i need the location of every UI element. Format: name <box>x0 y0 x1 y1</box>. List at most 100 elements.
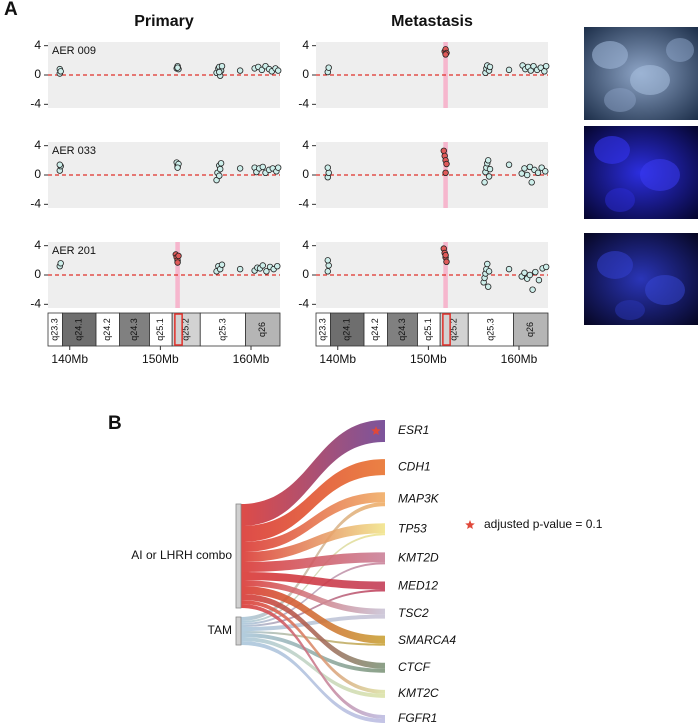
data-point <box>440 147 447 154</box>
data-point <box>274 67 282 74</box>
data-point <box>174 259 181 266</box>
data-point <box>324 164 331 171</box>
cytoband-label: q25.1 <box>423 318 433 341</box>
data-point <box>532 268 539 276</box>
cytoband <box>467 312 514 347</box>
flow <box>241 637 385 698</box>
y-tick-label: 0 <box>34 267 41 281</box>
panel-label: B <box>108 413 122 434</box>
cytoband-label: q24.3 <box>129 318 139 341</box>
data-point <box>175 252 182 260</box>
data-point <box>218 261 226 268</box>
ideogram-highlight <box>174 313 183 346</box>
data-point <box>484 260 491 268</box>
flow <box>241 589 385 627</box>
flow <box>241 552 385 572</box>
y-tick-label: 4 <box>34 238 41 252</box>
flow <box>241 586 385 644</box>
data-point <box>174 164 181 171</box>
source-node <box>235 503 242 609</box>
data-point <box>505 265 513 273</box>
flow <box>241 633 385 673</box>
target-label: FGFR1 <box>398 711 437 725</box>
data-point <box>526 271 534 279</box>
data-point <box>542 168 549 175</box>
ideogram-highlight <box>442 313 451 346</box>
x-tick-label: 140Mb <box>319 352 356 366</box>
cytoband <box>245 312 281 347</box>
cytoband-label: q23.3 <box>318 318 328 341</box>
y-tick-label: -4 <box>30 297 41 311</box>
data-point <box>236 165 244 172</box>
target-label: ESR1 <box>398 423 429 437</box>
target-label: SMARCA4 <box>398 633 456 647</box>
data-point <box>236 265 244 273</box>
y-tick-label: -4 <box>298 97 309 111</box>
data-point <box>57 260 64 267</box>
data-point <box>542 263 550 271</box>
y-tick-label: -4 <box>298 197 309 211</box>
cytoband-label: q24.1 <box>74 318 84 341</box>
data-point <box>259 163 266 171</box>
y-tick-label: 4 <box>34 138 41 152</box>
data-point <box>216 165 224 173</box>
y-tick-label: 0 <box>302 267 309 281</box>
cytoband-label: q24.1 <box>342 318 352 341</box>
micrograph <box>584 233 698 325</box>
target-label: TSC2 <box>398 606 429 620</box>
data-point <box>259 262 266 269</box>
flow <box>241 492 385 552</box>
cytoband <box>439 312 469 347</box>
y-tick-label: 4 <box>302 138 309 152</box>
legend-label: adjusted p-value = 0.1 <box>484 517 603 531</box>
flow <box>241 641 385 723</box>
data-point <box>523 171 531 179</box>
y-tick-label: 0 <box>302 167 309 181</box>
target-label: MED12 <box>398 579 438 593</box>
target-label: KMT2C <box>398 686 439 700</box>
source-node <box>235 616 242 646</box>
y-tick-label: 4 <box>302 238 309 252</box>
flow <box>241 420 385 526</box>
micrograph <box>584 126 698 219</box>
data-point <box>216 68 223 76</box>
cytoband <box>330 312 365 347</box>
data-point <box>274 164 282 171</box>
data-point <box>217 160 225 167</box>
data-point <box>535 276 543 284</box>
data-point <box>443 160 450 168</box>
data-point <box>485 268 493 275</box>
data-point <box>505 161 513 168</box>
legend-star <box>465 520 475 529</box>
cytoband-label: q26 <box>525 322 535 337</box>
data-point <box>325 64 332 71</box>
cytoband <box>171 312 201 347</box>
flow <box>241 594 385 669</box>
data-point <box>174 64 181 71</box>
data-point <box>542 62 550 70</box>
data-point <box>263 268 270 275</box>
x-tick-label: 150Mb <box>410 352 447 366</box>
cytoband-label: q23.3 <box>50 318 60 341</box>
data-point <box>518 170 525 177</box>
data-point <box>505 66 513 74</box>
cytoband-label: q26 <box>257 322 267 337</box>
flow <box>241 631 385 646</box>
x-tick-label: 160Mb <box>233 352 270 366</box>
data-point <box>324 257 331 264</box>
flow <box>241 523 385 562</box>
data-point <box>442 51 449 58</box>
y-tick-label: 0 <box>34 67 41 81</box>
data-point <box>443 258 450 265</box>
column-header: Metastasis <box>391 13 473 30</box>
cytoband <box>387 312 418 347</box>
flow <box>241 580 385 615</box>
cytoband-label: q25.1 <box>155 318 165 341</box>
target-label: CTCF <box>398 660 431 674</box>
data-point <box>442 169 449 176</box>
y-tick-label: 0 <box>302 67 309 81</box>
data-point <box>484 157 492 164</box>
data-point <box>485 173 493 180</box>
